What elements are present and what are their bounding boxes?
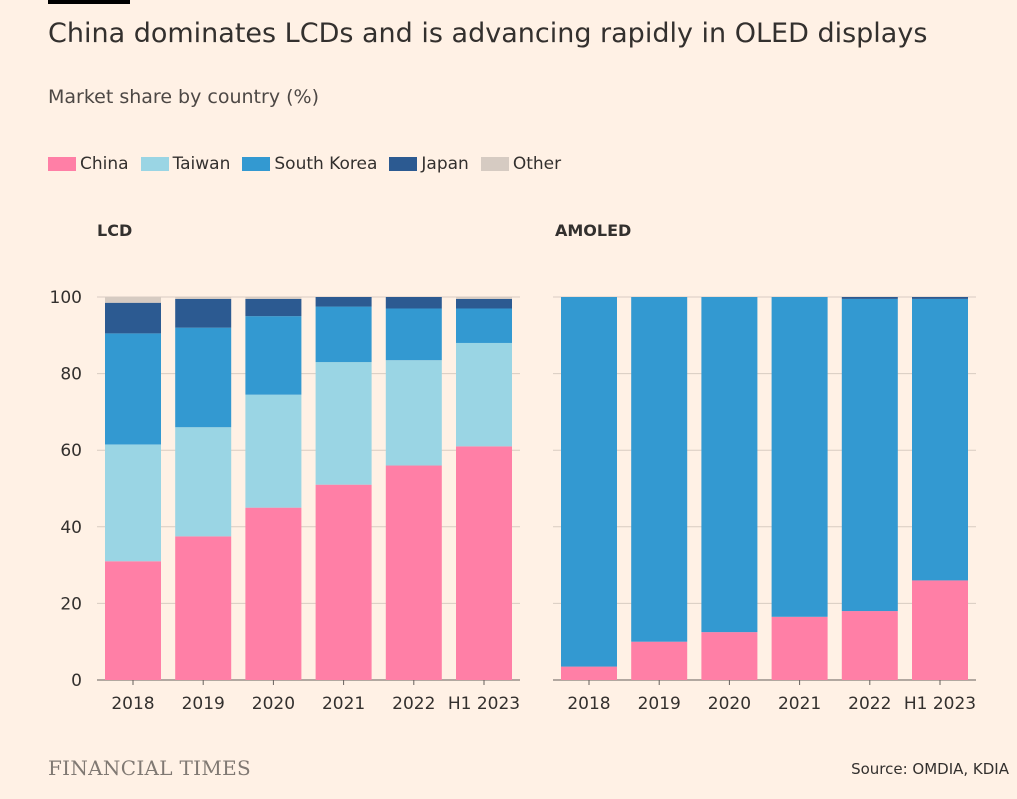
bar-amoled-2021-south-korea — [771, 297, 828, 617]
x-tick-label-amoled-2021: 2021 — [778, 694, 821, 714]
top-accent-bar — [48, 0, 130, 4]
bar-amoled-2022-japan — [841, 297, 898, 299]
bar-lcd-2021-china — [315, 484, 372, 680]
x-tick-label-lcd-2020: 2020 — [252, 694, 295, 714]
bar-lcd-2020-taiwan — [245, 394, 302, 508]
legend-swatch-other — [480, 157, 509, 171]
y-tick-label-40: 40 — [60, 518, 82, 538]
bar-lcd-2022-taiwan — [385, 360, 442, 466]
bar-lcd-h1-2023-other — [456, 297, 512, 299]
x-tick-label-amoled-2019: 2019 — [638, 694, 681, 714]
legend-label-japan: Japan — [421, 154, 469, 174]
bar-lcd-2022-south-korea — [385, 308, 442, 361]
legend-swatch-japan — [389, 157, 418, 171]
bar-lcd-2021-taiwan — [315, 362, 372, 485]
bar-amoled-2020-south-korea — [701, 297, 758, 633]
bar-amoled-2019-south-korea — [631, 297, 688, 642]
bar-amoled-2019-china — [631, 641, 688, 680]
bar-lcd-2018-taiwan — [105, 444, 161, 562]
bar-lcd-2019-china — [175, 536, 232, 680]
bar-amoled-2018-south-korea — [561, 297, 617, 667]
legend-item-taiwan: Taiwan — [140, 154, 231, 174]
x-tick-label-lcd-2019: 2019 — [182, 694, 225, 714]
chart-title: China dominates LCDs and is advancing ra… — [48, 18, 928, 49]
bar-lcd-h1-2023-taiwan — [456, 342, 512, 447]
y-tick-label-20: 20 — [60, 594, 82, 614]
bar-lcd-h1-2023-china — [456, 446, 512, 680]
bar-amoled-2022-south-korea — [841, 298, 898, 612]
bar-lcd-2019-south-korea — [175, 327, 232, 428]
x-tick-label-amoled-2018: 2018 — [567, 694, 610, 714]
legend-swatch-south-korea — [242, 157, 271, 171]
legend: China Taiwan South Korea Japan Other — [48, 154, 573, 174]
bar-lcd-2021-south-korea — [315, 306, 372, 363]
bar-amoled-h1-2023-china — [912, 580, 968, 680]
bar-lcd-2020-other — [245, 297, 302, 299]
bar-lcd-2019-taiwan — [175, 427, 232, 537]
chart-subtitle: Market share by country (%) — [48, 86, 319, 108]
bar-lcd-2020-japan — [245, 298, 302, 317]
legend-label-south-korea: South Korea — [274, 154, 378, 174]
y-tick-label-80: 80 — [60, 365, 82, 385]
bar-lcd-2020-china — [245, 507, 302, 680]
legend-swatch-taiwan — [140, 157, 169, 171]
legend-item-other: Other — [480, 154, 562, 174]
bar-lcd-h1-2023-south-korea — [456, 308, 512, 343]
legend-item-china: China — [48, 154, 129, 174]
legend-label-other: Other — [512, 154, 562, 174]
x-tick-label-lcd-2022: 2022 — [392, 694, 435, 714]
source-note: Source: OMDIA, KDIA — [851, 760, 1009, 778]
x-tick-label-lcd-h1-2023: H1 2023 — [448, 694, 520, 714]
bar-lcd-2018-other — [105, 297, 161, 303]
bar-amoled-2018-china — [561, 666, 617, 680]
bar-amoled-h1-2023-south-korea — [912, 298, 968, 581]
brand-logo: FINANCIAL TIMES — [48, 756, 252, 780]
bar-lcd-2020-south-korea — [245, 316, 302, 395]
bar-lcd-2018-china — [105, 561, 161, 680]
bar-lcd-2019-other — [175, 297, 232, 299]
bar-lcd-2022-china — [385, 465, 442, 680]
x-tick-label-lcd-2021: 2021 — [322, 694, 365, 714]
bar-lcd-2022-japan — [385, 297, 442, 309]
panel-title-amoled: AMOLED — [555, 221, 631, 240]
legend-label-taiwan: Taiwan — [172, 154, 231, 174]
legend-label-china: China — [80, 154, 129, 174]
legend-item-japan: Japan — [389, 154, 469, 174]
bar-amoled-h1-2023-japan — [912, 297, 968, 299]
x-tick-label-lcd-2018: 2018 — [111, 694, 154, 714]
bar-amoled-2020-china — [701, 632, 758, 680]
x-tick-label-amoled-h1-2023: H1 2023 — [904, 694, 976, 714]
bar-amoled-2021-china — [771, 616, 828, 680]
bar-lcd-2019-japan — [175, 298, 232, 328]
bar-lcd-2018-south-korea — [105, 333, 161, 445]
legend-swatch-china — [48, 157, 76, 171]
bar-amoled-2022-china — [841, 611, 898, 680]
y-tick-label-0: 0 — [71, 671, 82, 691]
x-tick-label-amoled-2022: 2022 — [848, 694, 891, 714]
bar-lcd-h1-2023-japan — [456, 298, 512, 309]
legend-item-south-korea: South Korea — [242, 154, 377, 174]
panel-title-lcd: LCD — [97, 221, 132, 240]
bar-lcd-2021-japan — [315, 297, 372, 307]
x-tick-label-amoled-2020: 2020 — [708, 694, 751, 714]
bar-lcd-2018-japan — [105, 302, 161, 334]
y-tick-label-100: 100 — [50, 288, 82, 308]
y-tick-label-60: 60 — [60, 441, 82, 461]
